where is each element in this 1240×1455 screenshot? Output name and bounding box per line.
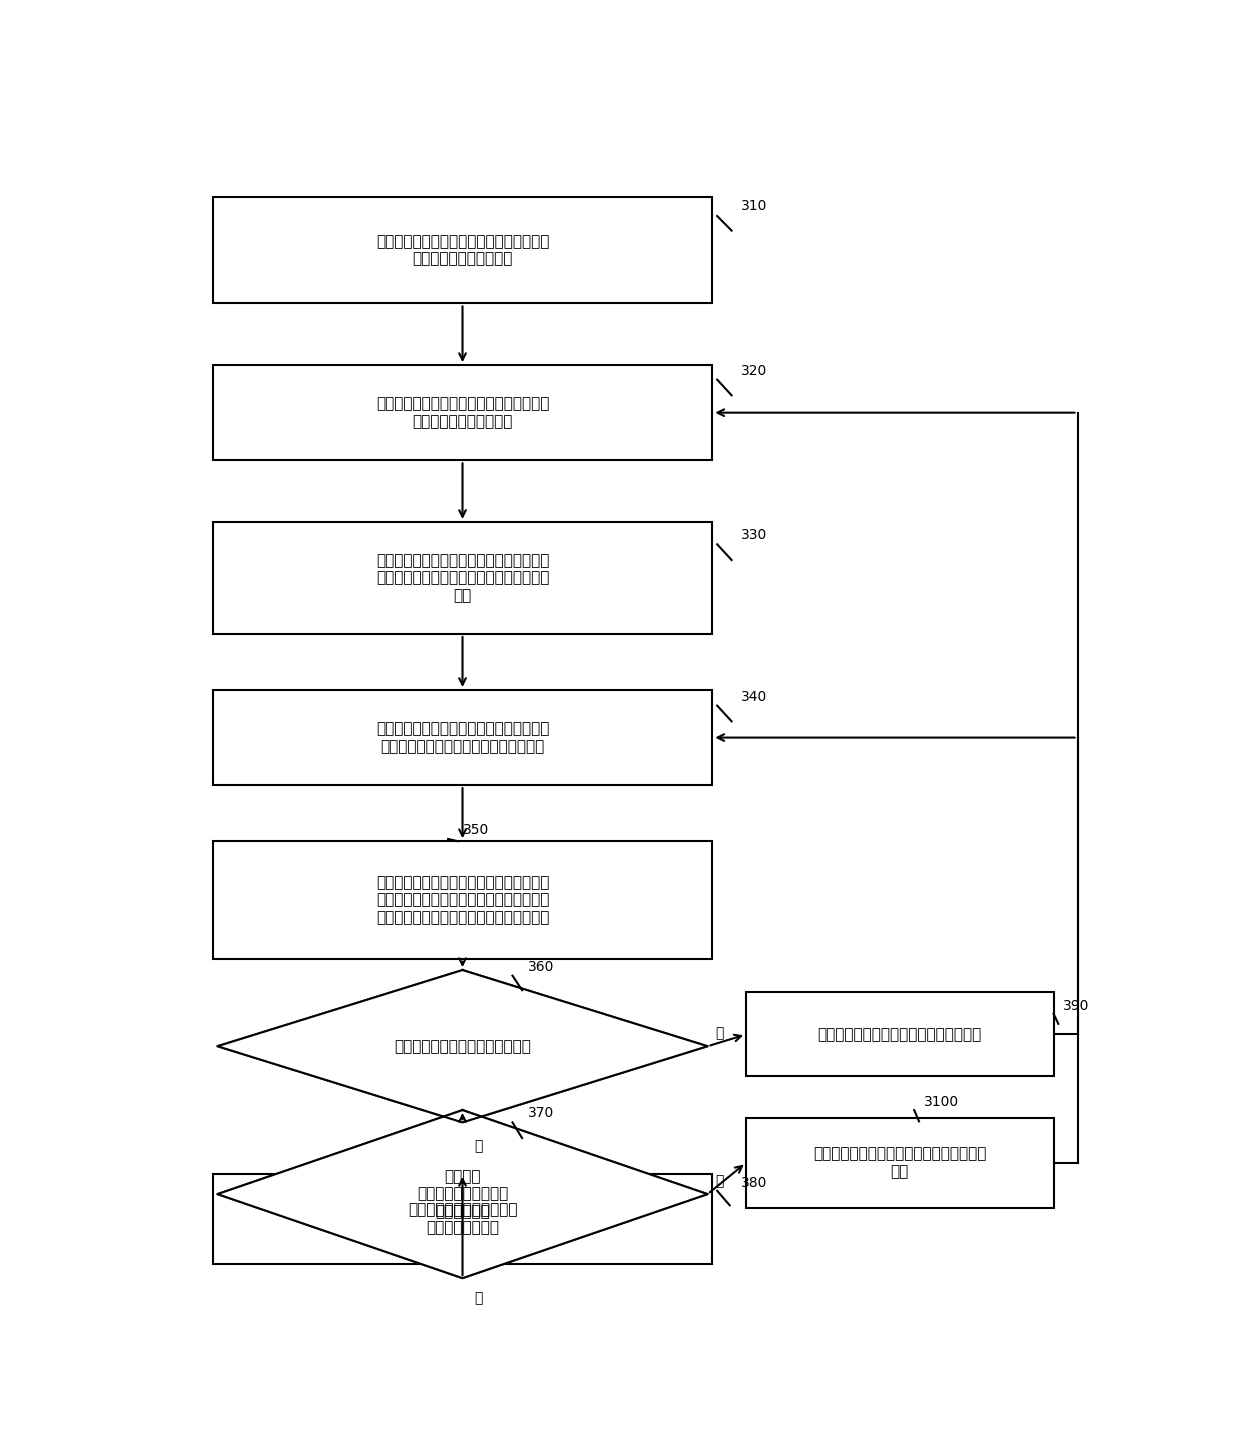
Text: 360: 360 bbox=[528, 960, 554, 973]
Bar bbox=[213, 365, 712, 460]
Text: 390: 390 bbox=[1063, 1000, 1090, 1013]
Text: 是: 是 bbox=[474, 1292, 482, 1305]
Polygon shape bbox=[217, 1110, 708, 1277]
Bar bbox=[213, 841, 712, 959]
Text: 350: 350 bbox=[463, 824, 489, 837]
Text: 否: 否 bbox=[715, 1174, 724, 1189]
Bar bbox=[213, 690, 712, 786]
Text: 否: 否 bbox=[715, 1026, 724, 1040]
Text: 确定所述更新的水平井参数
为优化水平井参数: 确定所述更新的水平井参数 为优化水平井参数 bbox=[408, 1203, 517, 1235]
Text: 利用根据所述更新的水平井参数计算得到的
目标函数值减去根据所述待处理水平井参数
计算得到的目标函数值，得到目标函数差值: 利用根据所述更新的水平井参数计算得到的 目标函数值减去根据所述待处理水平井参数 … bbox=[376, 874, 549, 925]
Text: 380: 380 bbox=[742, 1176, 768, 1190]
Text: 对所获取到的初始水平井参数进行霍夫变换
，得到待处理水平井参数: 对所获取到的初始水平井参数进行霍夫变换 ，得到待处理水平井参数 bbox=[376, 234, 549, 266]
Text: 基于所述近似梯度和所述待处理水平井参数
，利用最速上升法求取更新的水平井参数: 基于所述近似梯度和所述待处理水平井参数 ，利用最速上升法求取更新的水平井参数 bbox=[376, 722, 549, 754]
Text: 增大求取更新的水平井参数时所用的步长: 增大求取更新的水平井参数时所用的步长 bbox=[817, 1027, 982, 1042]
Bar bbox=[746, 1117, 1054, 1208]
Text: 320: 320 bbox=[742, 364, 768, 378]
Text: 判断所述
目标函数差值是否满足
差值判断条件: 判断所述 目标函数差值是否满足 差值判断条件 bbox=[417, 1170, 508, 1219]
Text: 对所述待处理水平井参数进行扰动，得到至
少一个水平井扰动子参数: 对所述待处理水平井参数进行扰动，得到至 少一个水平井扰动子参数 bbox=[376, 396, 549, 429]
Text: 基于所述水平井扰动子参数和预设目标函数
，计算对应于所述待处理水平井参数的近似
梯度: 基于所述水平井扰动子参数和预设目标函数 ，计算对应于所述待处理水平井参数的近似 … bbox=[376, 553, 549, 602]
Text: 370: 370 bbox=[528, 1106, 554, 1120]
Text: 将所述更新的水平井参数作为待处理水平井
参数: 将所述更新的水平井参数作为待处理水平井 参数 bbox=[813, 1147, 987, 1179]
Text: 3100: 3100 bbox=[924, 1096, 959, 1109]
Text: 310: 310 bbox=[742, 199, 768, 212]
Bar bbox=[213, 196, 712, 304]
Text: 340: 340 bbox=[742, 690, 768, 704]
Polygon shape bbox=[217, 970, 708, 1122]
Text: 判断所述目标函数差值是否大于零: 判断所述目标函数差值是否大于零 bbox=[394, 1039, 531, 1053]
Bar bbox=[213, 1174, 712, 1263]
Bar bbox=[213, 522, 712, 634]
Bar bbox=[746, 992, 1054, 1077]
Text: 是: 是 bbox=[474, 1139, 482, 1154]
Text: 330: 330 bbox=[742, 528, 768, 543]
